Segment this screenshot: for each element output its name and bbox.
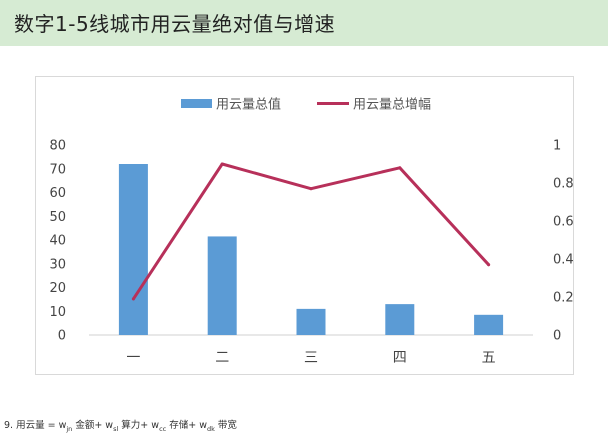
combo-chart: 0 10 20 30 40 50 60 70 80 0 0.2 0.4 0.6 0.8 1 一 二 三 四 五 用云量总… [49,97,573,367]
footnote-text-4: 带宽 [214,420,237,431]
line-point [398,166,402,170]
legend-label-bar: 用云量总值 [216,97,281,113]
x-tick-label: 三 [304,350,318,366]
y-right-tick-label: 1 [553,139,561,154]
y-right-tick-label: 0 [553,329,561,344]
y-right-tick-label: 0.4 [553,253,573,268]
y-left-tick-label: 0 [58,329,66,344]
y-right-tick-label: 0.2 [553,291,573,306]
footnote-text-1: 金额+ w [72,420,114,431]
bar [296,308,326,335]
footnote: 9. 用云量 = wjn 金额+ wsl 算力+ wcc 存储+ wdk 带宽 [4,417,237,433]
y-left-tick-label: 80 [49,139,66,154]
y-left-tick-label: 70 [49,162,66,177]
legend-label-line: 用云量总增幅 [353,98,431,113]
line-series [131,162,491,301]
y-left-tick-label: 60 [49,186,66,201]
y-left-tick-label: 30 [49,257,66,272]
footnote-sub-4: dk [207,424,215,433]
y-left-tick-label: 20 [49,281,66,296]
line-point [309,187,313,191]
page-title: 数字1-5线城市用云量绝对值与增速 [14,12,336,36]
line-point [487,263,491,267]
legend-swatch-bar [181,99,212,108]
y-left-tick-label: 10 [49,305,66,320]
bar [207,236,237,335]
x-tick-label: 五 [482,350,496,366]
footnote-prefix: 9. 用云量 = w [4,420,67,431]
bar [118,164,148,335]
footnote-text-2: 算力+ w [118,420,160,431]
chart-frame: 0 10 20 30 40 50 60 70 80 0 0.2 0.4 0.6 0.8 1 一 二 三 四 五 用云量总… [35,76,574,375]
y-left-tick-label: 40 [49,234,66,249]
y-right-tick-label: 0.8 [553,177,573,192]
y-left-tick-label: 50 [49,210,66,225]
x-tick-label: 一 [126,350,140,366]
header-band [0,0,608,46]
footnote-sub-2: sl [113,424,119,433]
bar [474,314,504,335]
bar [385,304,415,335]
x-tick-label: 二 [215,350,229,366]
y-right-tick-label: 0.6 [553,215,573,230]
footnote-text-3: 存储+ w [166,420,207,431]
line-point [220,162,224,166]
footnote-sub-1: jn [66,424,73,433]
x-tick-label: 四 [393,350,407,366]
line-point [131,297,135,301]
footnote-sub-3: cc [159,424,167,433]
